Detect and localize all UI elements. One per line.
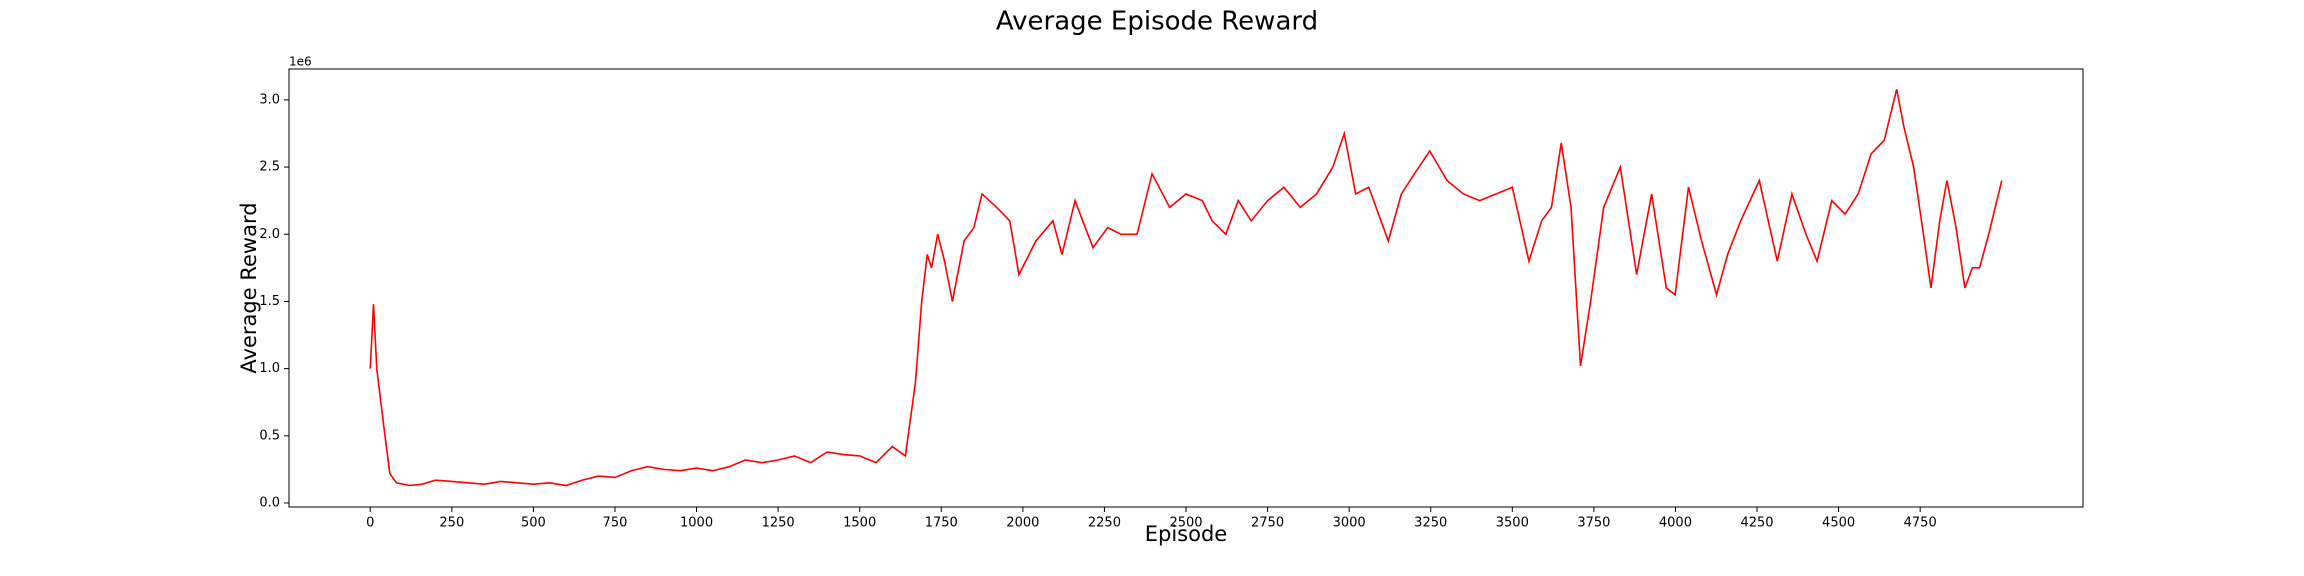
x-tick-label: 4750 (1904, 516, 1937, 531)
x-tick-label: 3000 (1333, 516, 1366, 531)
x-tick-label: 2750 (1251, 516, 1284, 531)
y-tick-label: 3.0 (259, 92, 280, 107)
x-tick-label: 1750 (925, 516, 958, 531)
x-tick-label: 4500 (1822, 516, 1855, 531)
x-tick-label: 500 (521, 516, 546, 531)
y-offset-label: 1e6 (289, 55, 312, 69)
x-tick-label: 3500 (1496, 516, 1529, 531)
x-tick-label: 3250 (1414, 516, 1447, 531)
x-tick-label: 4000 (1659, 516, 1692, 531)
y-tick-label: 2.0 (259, 227, 280, 242)
x-tick-label: 0 (366, 516, 374, 531)
x-tick-label: 2250 (1088, 516, 1121, 531)
y-axis-label: Average Reward (237, 202, 261, 373)
x-tick-label: 4250 (1740, 516, 1773, 531)
x-tick-label: 2000 (1006, 516, 1039, 531)
data-line (369, 88, 2003, 487)
x-tick-label: 3750 (1577, 516, 1610, 531)
x-tick-label: 1250 (762, 516, 795, 531)
x-tick-label: 1500 (843, 516, 876, 531)
y-tick-label: 0.5 (259, 428, 280, 443)
x-tick-label: 250 (439, 516, 464, 531)
y-tick-label: 2.5 (259, 160, 280, 175)
chart-title: Average Episode Reward (996, 7, 1318, 37)
y-tick-label: 1.0 (259, 361, 280, 376)
y-tick-label: 1.5 (259, 294, 280, 309)
x-axis-label: Episode (1145, 522, 1227, 546)
y-tick-label: 0.0 (259, 495, 280, 510)
x-tick-label: 750 (603, 516, 628, 531)
plot-frame (288, 68, 2084, 508)
x-tick-label: 2500 (1169, 516, 1202, 531)
x-tick-label: 1000 (680, 516, 713, 531)
